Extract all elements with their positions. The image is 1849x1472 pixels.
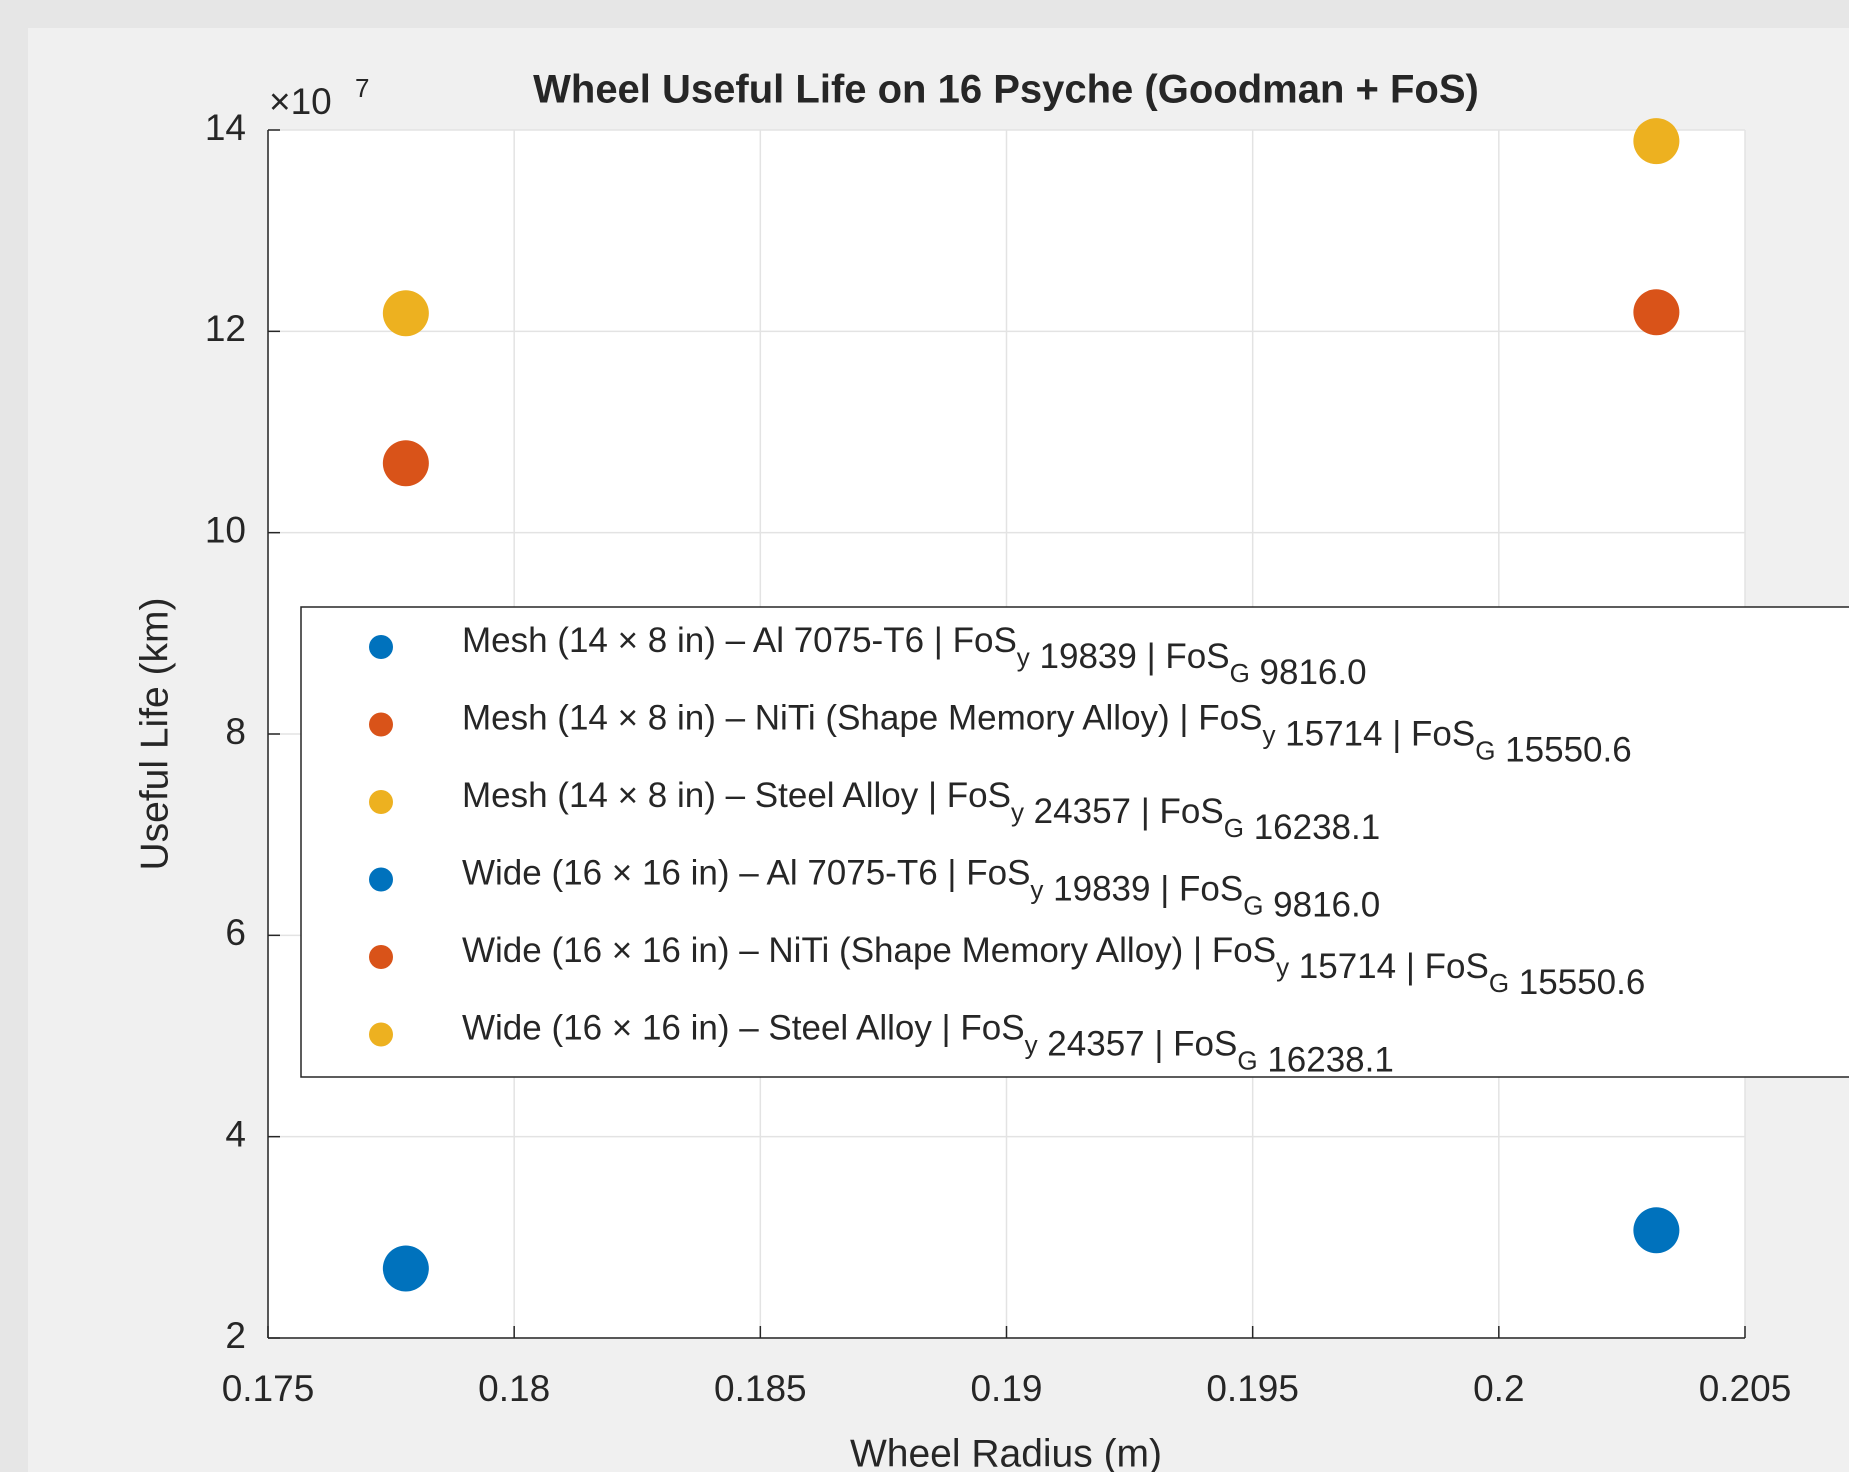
y-tick-label: 4 (225, 1113, 246, 1154)
y-axis-label: Useful Life (km) (133, 597, 176, 870)
legend-marker (369, 1022, 393, 1047)
legend-marker (369, 945, 393, 969)
legend-marker (369, 790, 393, 814)
legend-marker (369, 635, 393, 659)
scatter-point (382, 440, 429, 487)
scatter-point (382, 1245, 429, 1292)
y-tick-label: 2 (225, 1315, 246, 1356)
legend-label: Mesh (14 × 8 in) – Al 7075-T6 | FoSy 198… (462, 621, 1367, 692)
x-tick-label: 0.19 (970, 1368, 1042, 1409)
legend-marker (369, 712, 393, 737)
x-tick-label: 0.2 (1473, 1368, 1524, 1409)
x-tick-label: 0.205 (1699, 1368, 1792, 1409)
scatter-point (382, 290, 429, 337)
y-tick-label: 12 (205, 308, 246, 349)
scatter-point (1633, 118, 1680, 165)
y-tick-label: 10 (205, 509, 246, 550)
legend-box (300, 606, 1849, 1078)
y-multiplier-base: ×10 (269, 81, 332, 122)
legend-label: Wide (16 × 16 in) – NiTi (Shape Memory A… (462, 931, 1645, 1002)
y-tick-label: 14 (205, 107, 246, 148)
y-multiplier-exponent: 7 (355, 73, 369, 103)
y-tick-label: 6 (225, 912, 246, 953)
chart-title: Wheel Useful Life on 16 Psyche (Goodman … (533, 68, 1479, 112)
x-tick-label: 0.175 (222, 1368, 315, 1409)
y-tick-label: 8 (225, 711, 246, 752)
x-axis-label: Wheel Radius (m) (850, 1432, 1162, 1472)
legend-label: Wide (16 × 16 in) – Al 7075-T6 | FoSy 19… (462, 854, 1380, 925)
scatter-point (1633, 289, 1680, 336)
x-tick-label: 0.195 (1206, 1368, 1299, 1409)
x-tick-label: 0.18 (478, 1368, 550, 1409)
x-tick-label: 0.185 (714, 1368, 807, 1409)
legend-label: Wide (16 × 16 in) – Steel Alloy | FoSy 2… (462, 1009, 1394, 1080)
legend-marker (369, 867, 393, 892)
legend-label: Mesh (14 × 8 in) – Steel Alloy | FoSy 24… (462, 776, 1380, 847)
legend-label: Mesh (14 × 8 in) – NiTi (Shape Memory Al… (462, 699, 1632, 770)
scatter-point (1633, 1207, 1680, 1254)
